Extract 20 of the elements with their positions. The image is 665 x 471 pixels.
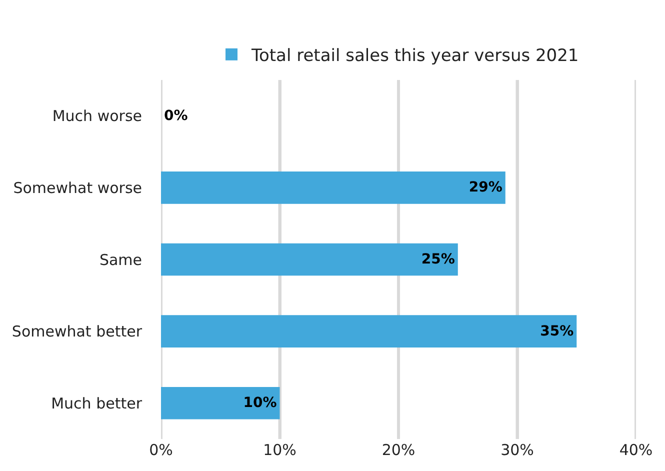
x-tick-label: 10%: [263, 441, 296, 459]
y-tick-label: Same: [99, 250, 142, 269]
x-tick-label: 0%: [149, 441, 173, 459]
data-label: 29%: [468, 180, 502, 196]
x-tick-label: 20%: [382, 441, 416, 459]
x-tick-label: 40%: [619, 441, 653, 459]
y-tick-label: Somewhat better: [12, 322, 143, 341]
data-label: 35%: [540, 323, 574, 340]
bar: [161, 243, 458, 276]
bar: [161, 172, 506, 204]
y-tick-label: Much better: [51, 394, 143, 412]
y-tick-label: Somewhat worse: [13, 178, 142, 197]
data-label: 25%: [421, 252, 455, 268]
bar: [161, 386, 280, 420]
y-tick-label: Much worse: [52, 107, 142, 126]
data-label: 10%: [243, 395, 277, 412]
data-label: 0%: [164, 108, 188, 124]
x-tick-label: 30%: [500, 441, 534, 459]
bar: [161, 315, 577, 348]
legend-label: Total retail sales this year versus 2021: [250, 46, 579, 66]
